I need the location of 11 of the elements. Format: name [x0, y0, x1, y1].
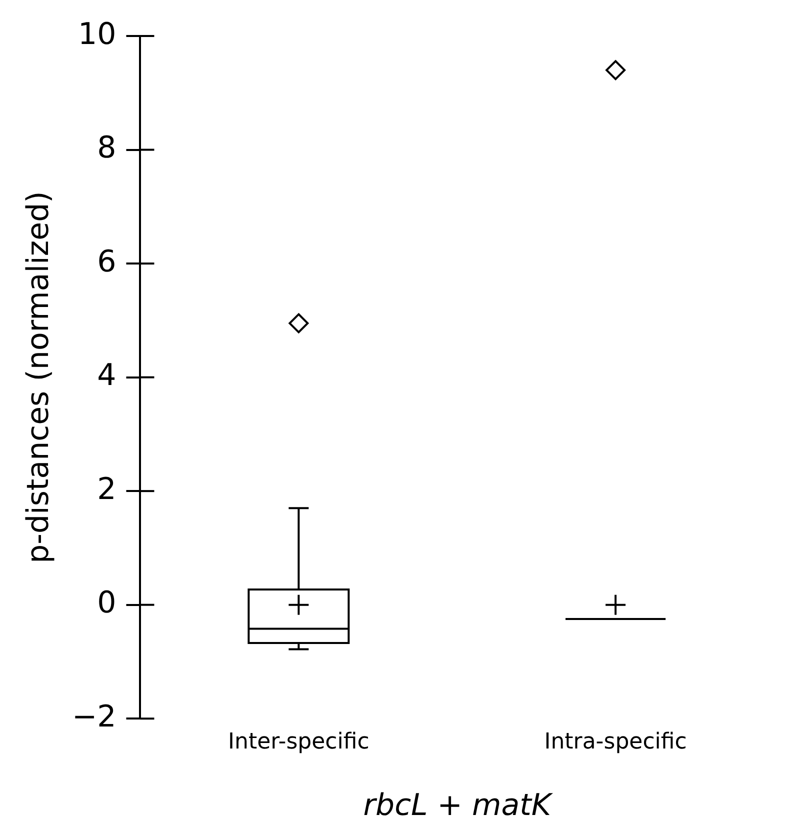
y-axis-title: p-distances (normalized): [20, 191, 56, 564]
x-axis-title: rbcL + matK: [363, 788, 554, 823]
y-tick-label: 6: [97, 244, 116, 280]
x-tick-label: Intra-specific: [544, 730, 687, 755]
y-tick-label: 0: [97, 586, 116, 621]
y-tick-label: 4: [97, 358, 116, 394]
y-tick-label: 2: [97, 472, 116, 507]
y-tick-label: 10: [78, 16, 116, 52]
y-tick-label: 8: [97, 130, 116, 166]
x-tick-label: Inter-specific: [228, 730, 370, 755]
y-tick-label: −2: [72, 699, 116, 734]
